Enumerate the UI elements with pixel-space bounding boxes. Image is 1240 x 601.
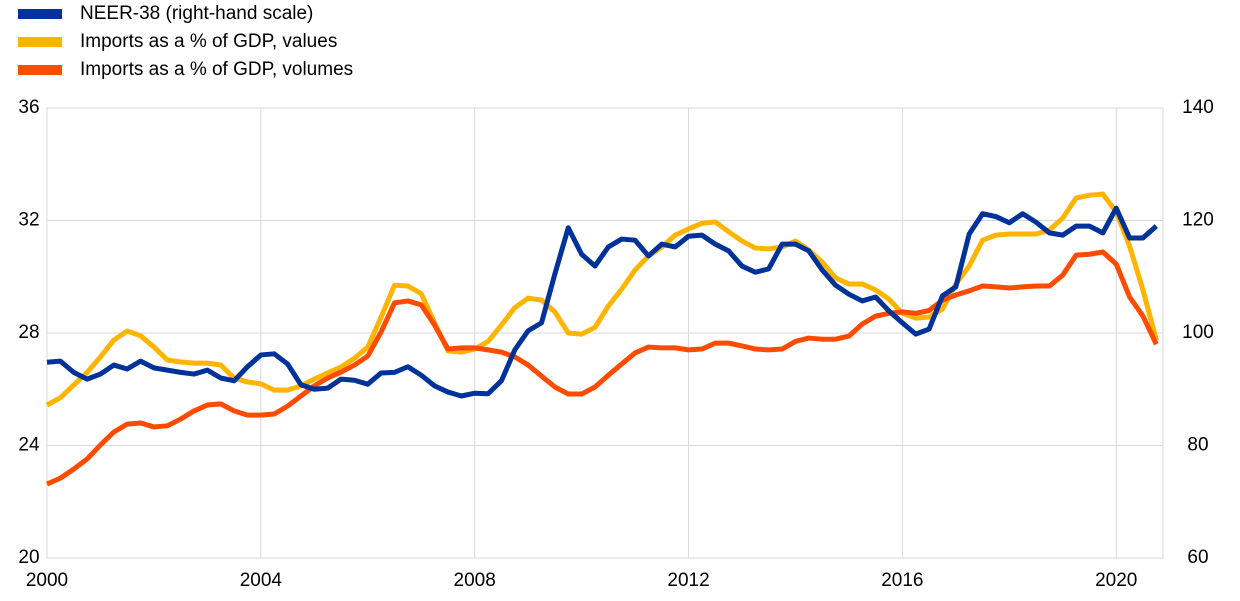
legend-label: NEER-38 (right-hand scale) [80, 3, 313, 24]
legend-swatch [18, 65, 62, 75]
x-tick-label: 2020 [1095, 570, 1137, 591]
legend-label: Imports as a % of GDP, values [80, 31, 337, 52]
x-tick-label: 2008 [454, 570, 496, 591]
y-tick-label: 20 [18, 547, 39, 568]
series-line [45, 249, 1159, 487]
series-line [46, 205, 1158, 399]
legend-swatch [18, 9, 62, 19]
y2-tick-label: 60 [1187, 547, 1208, 568]
y-tick-label: 28 [18, 322, 39, 343]
legend-label: Imports as a % of GDP, volumes [80, 59, 353, 80]
y-tick-label: 24 [18, 435, 40, 456]
x-tick-label: 2004 [240, 570, 283, 591]
y2-tick-label: 80 [1187, 435, 1208, 456]
x-tick-label: 2016 [881, 570, 923, 591]
x-tick-label: 2012 [667, 570, 709, 591]
y2-tick-label: 100 [1182, 322, 1214, 343]
legend-swatch [18, 37, 62, 47]
y-tick-label: 36 [18, 97, 39, 118]
series-line [45, 191, 1159, 408]
y2-tick-label: 140 [1182, 97, 1214, 118]
y-tick-label: 32 [18, 210, 39, 231]
y2-tick-label: 120 [1182, 210, 1214, 231]
plot-frame [46, 107, 1164, 559]
x-tick-label: 2000 [26, 570, 68, 591]
